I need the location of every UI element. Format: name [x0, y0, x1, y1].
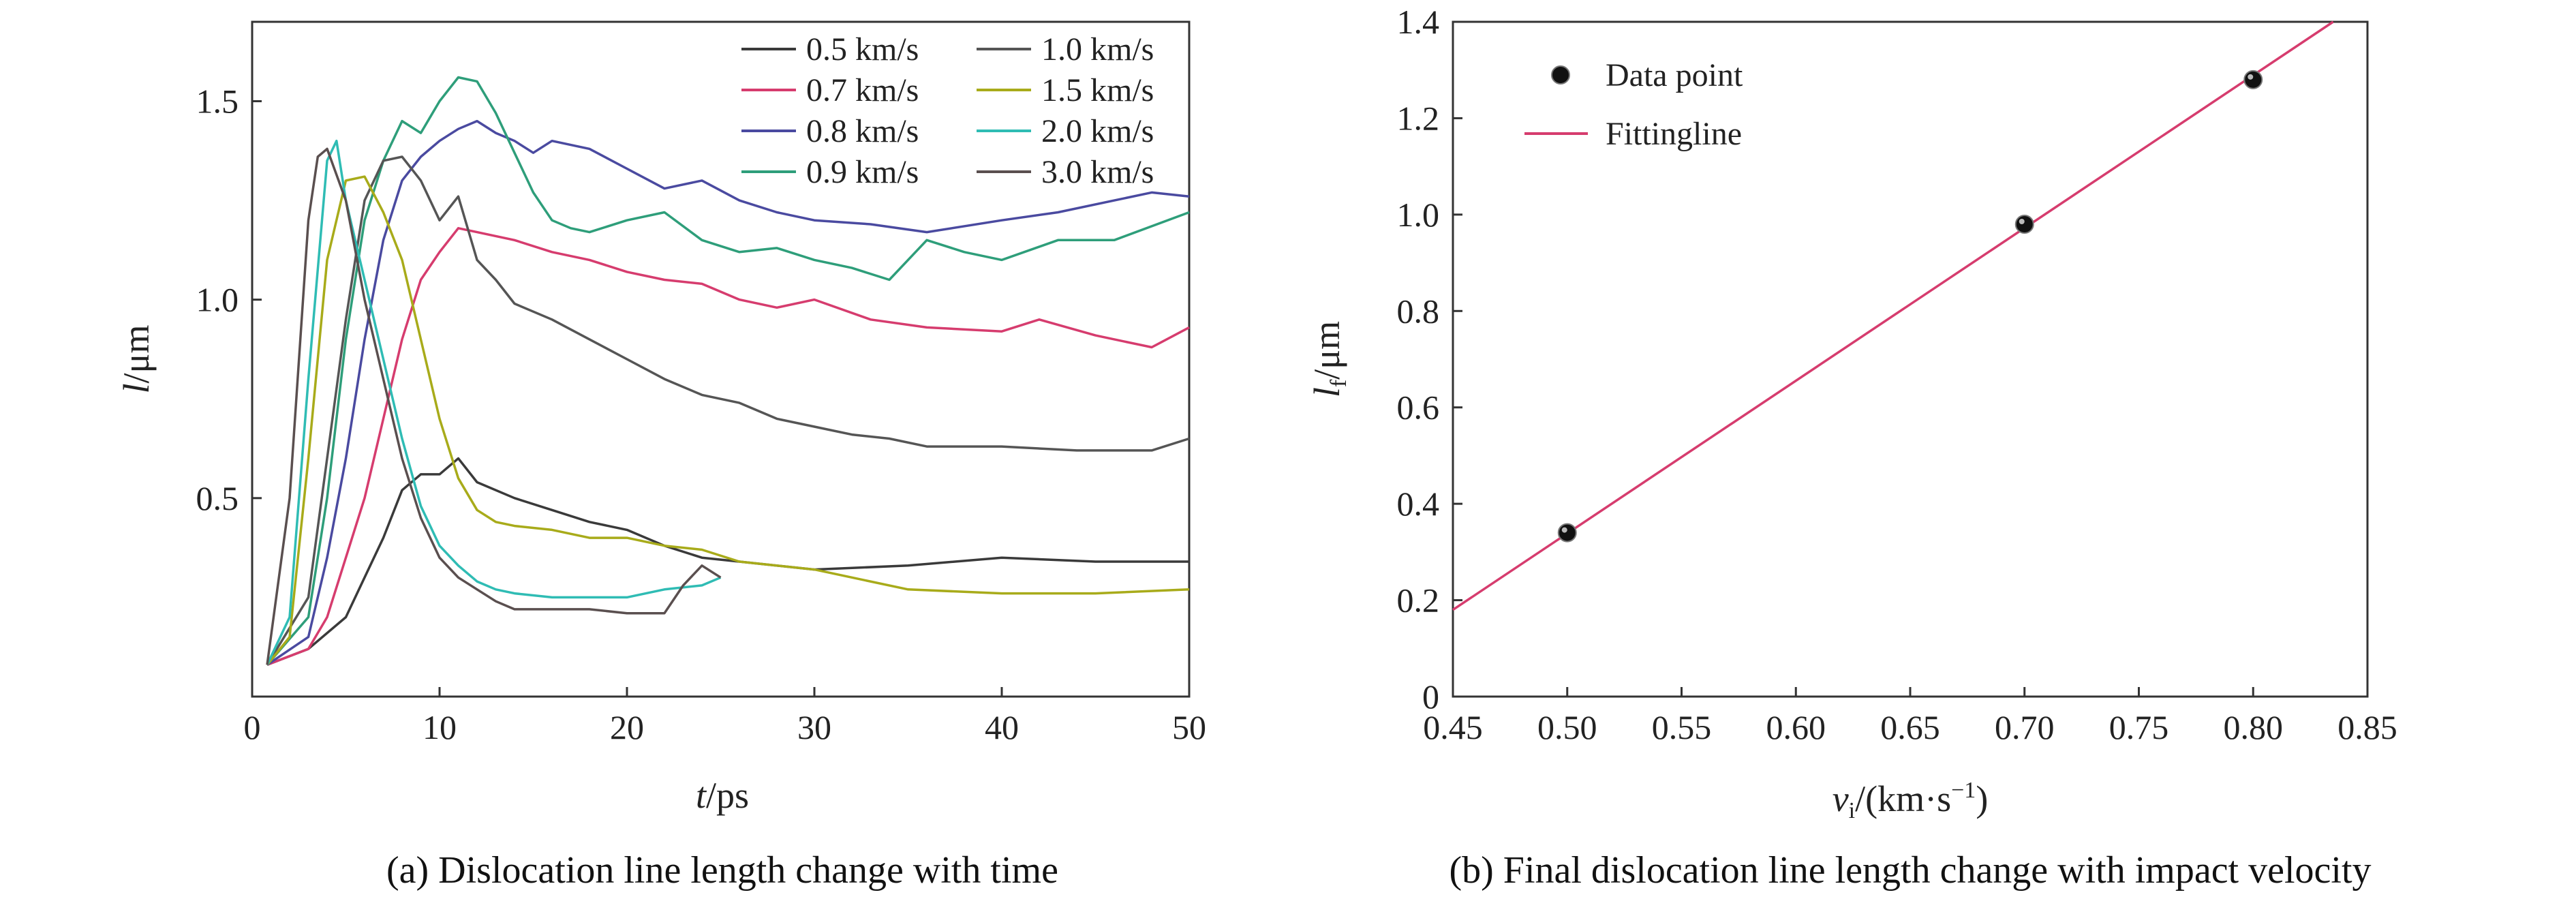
panel-a-line-chart: 0 10 20 30 40 50 0.5 1.0 1.5 0.5 km/s 0.7 km/s 0.8… — [116, 20, 1207, 892]
panel-b-y-tick-label: 1.0 — [1397, 196, 1440, 234]
data-point — [2014, 215, 2034, 234]
series-line-0-7-km-s — [266, 227, 1190, 667]
series-line-1-0-km-s — [266, 155, 1190, 666]
series-line-0-8-km-s — [266, 119, 1190, 666]
panel-b-y-tick-label: 0.6 — [1397, 388, 1440, 427]
legend-label: 0.7 km/s — [806, 72, 919, 108]
panel-b-y-tick-label: 0.4 — [1397, 485, 1440, 523]
panel-a-caption: (a) Dislocation line length change with … — [386, 849, 1058, 892]
legend-label: Fittingline — [1606, 116, 1742, 152]
panel-a-x-tick-label: 30 — [797, 708, 831, 746]
panel-b-x-tick-label: 0.45 — [1423, 708, 1483, 746]
legend-marker-data-point — [1551, 65, 1570, 85]
panel-a-x-tick-label: 20 — [610, 708, 644, 746]
series-line-1-5-km-s — [266, 175, 1190, 666]
panel-b-y-tick-label: 0.2 — [1397, 581, 1440, 620]
panel-b-x-tick-label: 0.55 — [1652, 708, 1712, 746]
panel-a-y-tick-label: 1.0 — [196, 281, 239, 319]
data-point — [2243, 70, 2263, 89]
data-point-highlight — [2248, 74, 2254, 80]
panel-a-y-tick-label: 1.5 — [196, 82, 239, 120]
panel-b-legend: Data point Fittingline — [1524, 57, 1743, 152]
panel-b-y-axis-label: lf/μm — [1306, 321, 1351, 397]
series-line-3-0-km-s — [266, 147, 722, 665]
panel-b-x-tick-label: 0.75 — [2109, 708, 2169, 746]
panel-a-x-axis-label: t/ps — [696, 775, 749, 816]
panel-b-y-tick-label: 0 — [1422, 677, 1439, 716]
panel-a-x-tick-label: 50 — [1172, 708, 1206, 746]
panel-a-x-tick-label: 10 — [423, 708, 457, 746]
panel-a-y-axis-label: l/μm — [116, 325, 157, 394]
panel-b-ticks: 0.45 0.50 0.55 0.60 0.65 0.70 0.75 0.80 0.85 0 0.2… — [1397, 3, 2397, 746]
panel-b-plot-frame — [1452, 20, 2369, 698]
panel-b-y-tick-label: 1.4 — [1397, 3, 1440, 41]
legend-label: 0.9 km/s — [806, 154, 919, 190]
panel-b-x-tick-label: 0.80 — [2224, 708, 2284, 746]
panel-b-y-tick-label: 0.8 — [1397, 292, 1440, 330]
panel-b-marks — [1452, 20, 2334, 611]
legend-label: 3.0 km/s — [1041, 154, 1154, 190]
panel-a-ticks: 0 10 20 30 40 50 0.5 1.0 1.5 — [196, 82, 1207, 746]
panel-b-scatter-chart: 0.45 0.50 0.55 0.60 0.65 0.70 0.75 0.80 0.85 0 0.2… — [1306, 3, 2397, 892]
panel-a-legend: 0.5 km/s 0.7 km/s 0.8 km/s 0.9 km/s 1.0 km/s… — [741, 31, 1154, 190]
fitting-line — [1452, 20, 2334, 611]
data-point — [1557, 523, 1577, 543]
data-point-highlight — [1561, 527, 1567, 533]
panel-a-series-lines — [266, 76, 1190, 667]
panel-a-x-tick-label: 0 — [244, 708, 261, 746]
legend-label: 2.0 km/s — [1041, 113, 1154, 149]
panel-b-x-tick-label: 0.65 — [1880, 708, 1940, 746]
panel-b-x-tick-label: 0.60 — [1766, 708, 1826, 746]
panel-a-y-tick-label: 0.5 — [196, 479, 239, 517]
panel-b-caption: (b) Final dislocation line length change… — [1450, 849, 2372, 892]
panel-b-x-tick-label: 0.85 — [2337, 708, 2397, 746]
panel-a-plot-frame — [251, 20, 1191, 698]
panel-b-y-tick-label: 1.2 — [1397, 99, 1440, 137]
legend-label: 1.5 km/s — [1041, 72, 1154, 108]
legend-label: 0.5 km/s — [806, 31, 919, 67]
panel-b-x-axis-label: vi/(km·s−1) — [1833, 778, 1989, 823]
legend-label: 0.8 km/s — [806, 113, 919, 149]
series-line-0-5-km-s — [266, 457, 1189, 667]
legend-label: Data point — [1606, 57, 1743, 93]
data-point-highlight — [2019, 219, 2025, 224]
legend-label: 1.0 km/s — [1041, 31, 1154, 67]
panel-b-x-tick-label: 0.50 — [1537, 708, 1597, 746]
panel-a-x-tick-label: 40 — [985, 708, 1019, 746]
panel-b-x-tick-label: 0.70 — [1995, 708, 2055, 746]
